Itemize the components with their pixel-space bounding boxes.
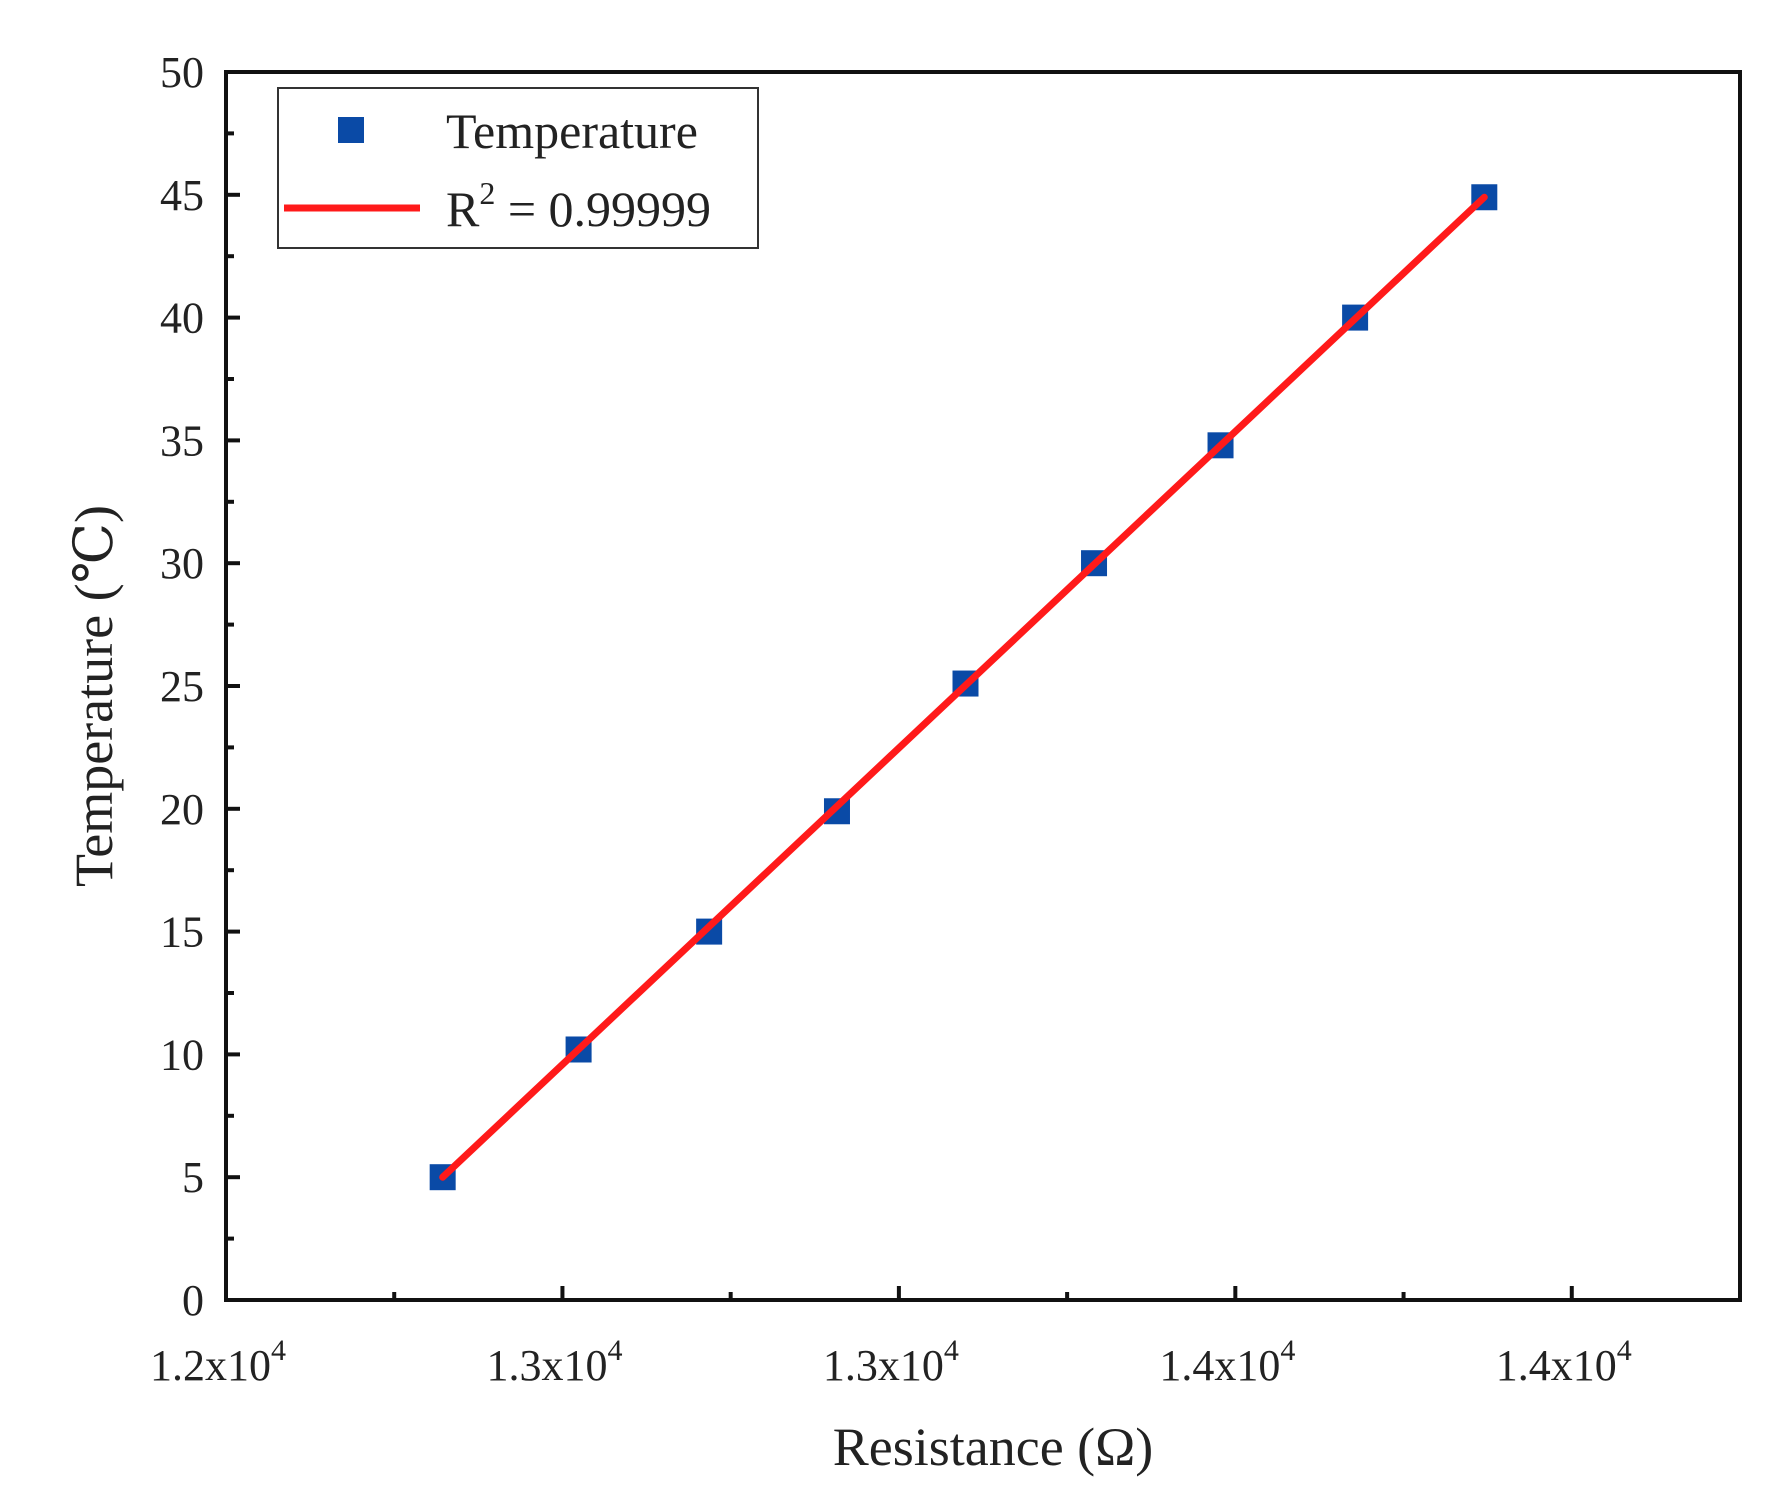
x-tick-exponent: 4 [1617,1334,1632,1367]
x-tick-labels: 1.2x104 1.3x104 1.3x104 1.4x104 1.4x104 [150,1334,1632,1390]
legend-r-symbol: R [446,181,480,237]
legend-label-r-squared: R2 = 0.99999 [446,175,711,237]
x-tick-base: 1.3x10 [823,1341,944,1390]
y-tick-label: 25 [160,662,204,711]
y-tick-label: 50 [160,48,204,97]
x-tick-label: 1.2x104 [150,1334,286,1390]
y-tick-label: 35 [160,416,204,465]
x-tick-label: 1.3x104 [486,1334,622,1390]
legend-label-temperature: Temperature [446,103,698,159]
legend-marker-temperature [338,117,364,143]
fit-line [439,193,1488,1181]
y-tick-labels: 0 5 10 15 20 25 30 35 40 45 50 [160,48,204,1325]
x-tick-exponent: 4 [271,1334,286,1367]
x-tick-label: 1.3x104 [823,1334,959,1390]
legend-box [277,87,759,249]
y-tick-label: 10 [160,1030,204,1079]
plot-frame [224,70,1742,1302]
legend-r-superscript: 2 [479,175,495,211]
y-tick-label: 40 [160,294,204,343]
legend: Temperature R2 = 0.99999 [277,87,759,249]
data-marks [429,184,1498,1191]
x-tick-exponent: 4 [944,1334,959,1367]
y-tick-label: 15 [160,908,204,957]
y-tick-label: 5 [182,1153,204,1202]
y-tick-label: 45 [160,171,204,220]
x-tick-label: 1.4x104 [1496,1334,1632,1390]
x-tick-exponent: 4 [1280,1334,1295,1367]
x-tick-exponent: 4 [607,1334,622,1367]
x-axis-title: Resistance (Ω) [833,1417,1154,1477]
y-tick-label: 0 [182,1276,204,1325]
x-tick-base: 1.2x10 [150,1341,271,1390]
y-axis-title: Temperature (℃) [64,505,124,887]
x-tick-label: 1.4x104 [1159,1334,1295,1390]
legend-r-value: = 0.99999 [495,181,711,237]
y-tick-label: 30 [160,539,204,588]
x-tick-base: 1.4x10 [1159,1341,1280,1390]
y-tick-label: 20 [160,785,204,834]
x-tick-base: 1.4x10 [1496,1341,1617,1390]
x-tick-base: 1.3x10 [486,1341,607,1390]
